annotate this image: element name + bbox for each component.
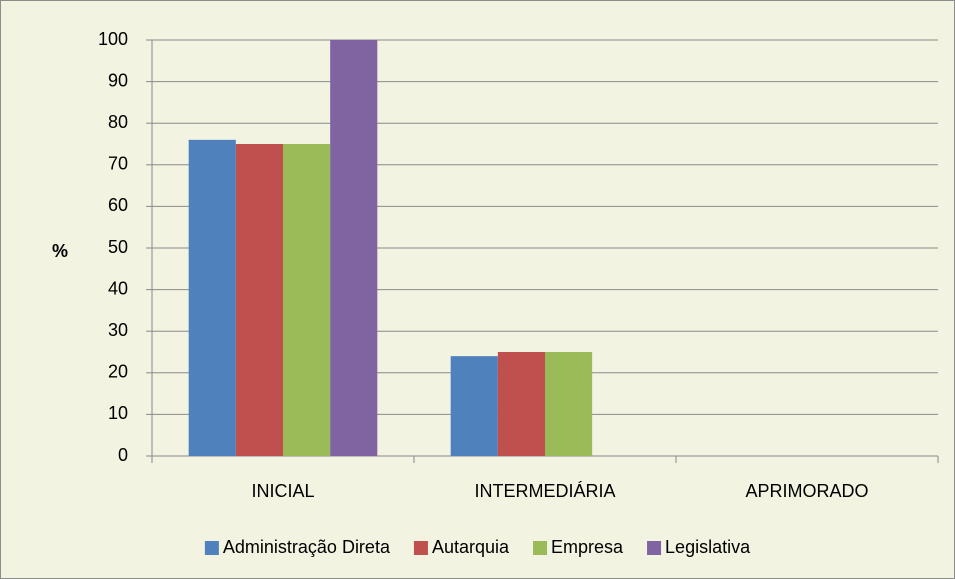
legend-swatch — [413, 541, 428, 555]
x-tick-label: APRIMORADO — [745, 481, 868, 501]
y-tick-label: 10 — [108, 403, 128, 423]
y-tick-label: 40 — [108, 278, 128, 298]
legend-label: Autarquia — [432, 537, 510, 557]
bar — [545, 352, 593, 456]
y-axis-label: % — [52, 241, 68, 261]
y-tick-label: 30 — [108, 320, 128, 340]
y-tick-label: 100 — [98, 29, 128, 49]
legend-swatch — [204, 541, 219, 555]
y-tick-label: 60 — [108, 195, 128, 215]
y-tick-label: 70 — [108, 154, 128, 174]
legend-swatch — [533, 541, 548, 555]
bar — [235, 144, 283, 456]
legend-label: Empresa — [551, 537, 624, 557]
y-tick-label: 80 — [108, 112, 128, 132]
bar — [330, 40, 378, 456]
legend-swatch — [647, 541, 662, 555]
y-tick-label: 90 — [108, 70, 128, 90]
legend-label: Legislativa — [665, 537, 751, 557]
y-tick-label: 0 — [118, 445, 128, 465]
bar — [283, 144, 331, 456]
bar — [497, 352, 545, 456]
x-tick-label: INICIAL — [251, 481, 314, 501]
y-tick-label: 20 — [108, 362, 128, 382]
y-tick-label: 50 — [108, 237, 128, 257]
bar — [188, 139, 236, 456]
x-tick-label: INTERMEDIÁRIA — [474, 481, 615, 501]
legend-label: Administração Direta — [223, 537, 391, 557]
bar — [450, 356, 498, 456]
